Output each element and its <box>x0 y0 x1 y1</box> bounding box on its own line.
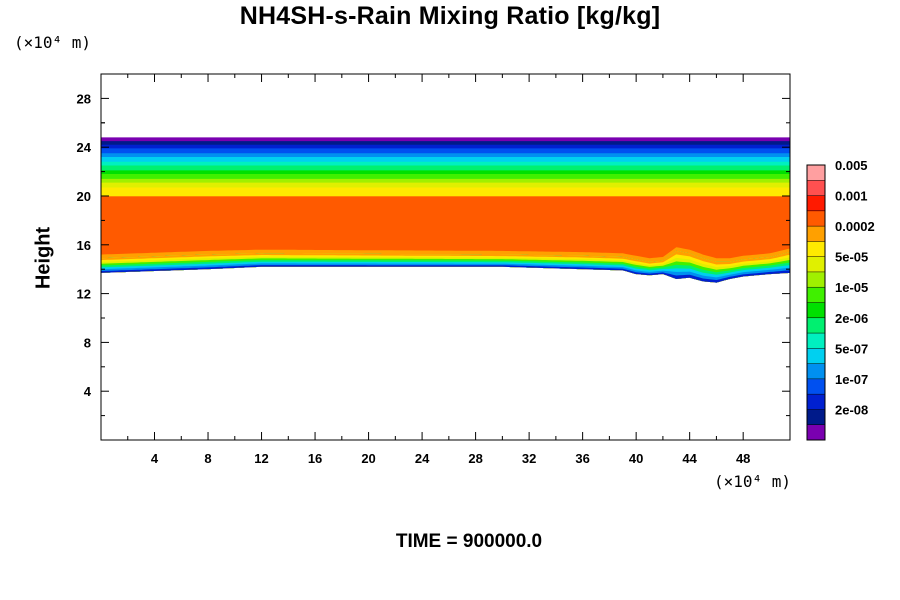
colorbar-label: 5e-05 <box>835 250 868 265</box>
colorbar-swatch <box>807 210 825 227</box>
x-tick-label: 32 <box>522 451 536 466</box>
y-axis-unit-label: (×10⁴ m) <box>14 33 92 52</box>
colorbar-swatch <box>807 226 825 242</box>
colorbar-swatch <box>807 424 825 441</box>
colorbar-swatch <box>807 317 825 334</box>
colorbar-swatch <box>807 348 825 364</box>
plot-frame <box>100 73 791 441</box>
x-tick-label: 44 <box>682 451 697 466</box>
y-tick-label: 4 <box>84 384 92 399</box>
y-tick-label: 12 <box>77 287 91 302</box>
colorbar-label: 0.001 <box>835 189 868 204</box>
colorbar-swatch <box>807 394 825 410</box>
y-tick-label: 28 <box>77 91 91 106</box>
x-tick-label: 20 <box>361 451 375 466</box>
x-tick-label: 28 <box>468 451 482 466</box>
colorbar: 2e-08 1e-07 5e-07 2e-06 1e-05 5e-05 0.0002 0.00… <box>806 158 875 441</box>
x-tick-label: 16 <box>308 451 322 466</box>
contour-band-core <box>101 196 790 259</box>
y-tick-label: 16 <box>77 238 91 253</box>
colorbar-label: 1e-05 <box>835 280 868 295</box>
chart-title: NH4SH-s-Rain Mixing Ratio [kg/kg] <box>239 2 661 30</box>
colorbar-swatch <box>807 287 825 303</box>
x-tick-label: 8 <box>204 451 211 466</box>
colorbar-swatch <box>807 378 825 395</box>
x-tick-label: 40 <box>629 451 643 466</box>
x-tick-label: 36 <box>575 451 589 466</box>
colorbar-label: 0.005 <box>835 158 868 173</box>
colorbar-swatch <box>807 409 825 426</box>
colorbar-swatch <box>807 363 825 380</box>
colorbar-swatch <box>807 302 825 319</box>
x-tick-label: 24 <box>415 451 430 466</box>
colorbar-swatch <box>807 195 825 212</box>
y-tick-label: 24 <box>77 140 92 155</box>
x-tick-label: 48 <box>736 451 750 466</box>
contour-fill-layer <box>101 137 790 283</box>
x-tick-label: 4 <box>151 451 159 466</box>
colorbar-label: 5e-07 <box>835 341 868 356</box>
x-tick-label: 12 <box>254 451 268 466</box>
y-tick-label: 20 <box>77 189 91 204</box>
colorbar-label: 2e-08 <box>835 402 868 417</box>
colorbar-swatch <box>807 180 825 196</box>
colorbar-swatch <box>807 333 825 349</box>
contour-band-fringe-7 <box>101 250 790 265</box>
plot-border <box>100 73 791 441</box>
x-axis-unit-label: (×10⁴ m) <box>714 472 792 491</box>
y-tick-label: 8 <box>84 335 91 350</box>
time-footer: TIME = 900000.0 <box>395 531 543 552</box>
colorbar-label: 0.0002 <box>835 219 875 234</box>
colorbar-swatch <box>807 256 825 273</box>
colorbar-swatch <box>807 165 825 181</box>
colorbar-label: 1e-07 <box>835 372 868 387</box>
colorbar-label: 2e-06 <box>835 311 868 326</box>
colorbar-swatch <box>807 271 825 288</box>
colorbar-swatch <box>807 241 825 257</box>
